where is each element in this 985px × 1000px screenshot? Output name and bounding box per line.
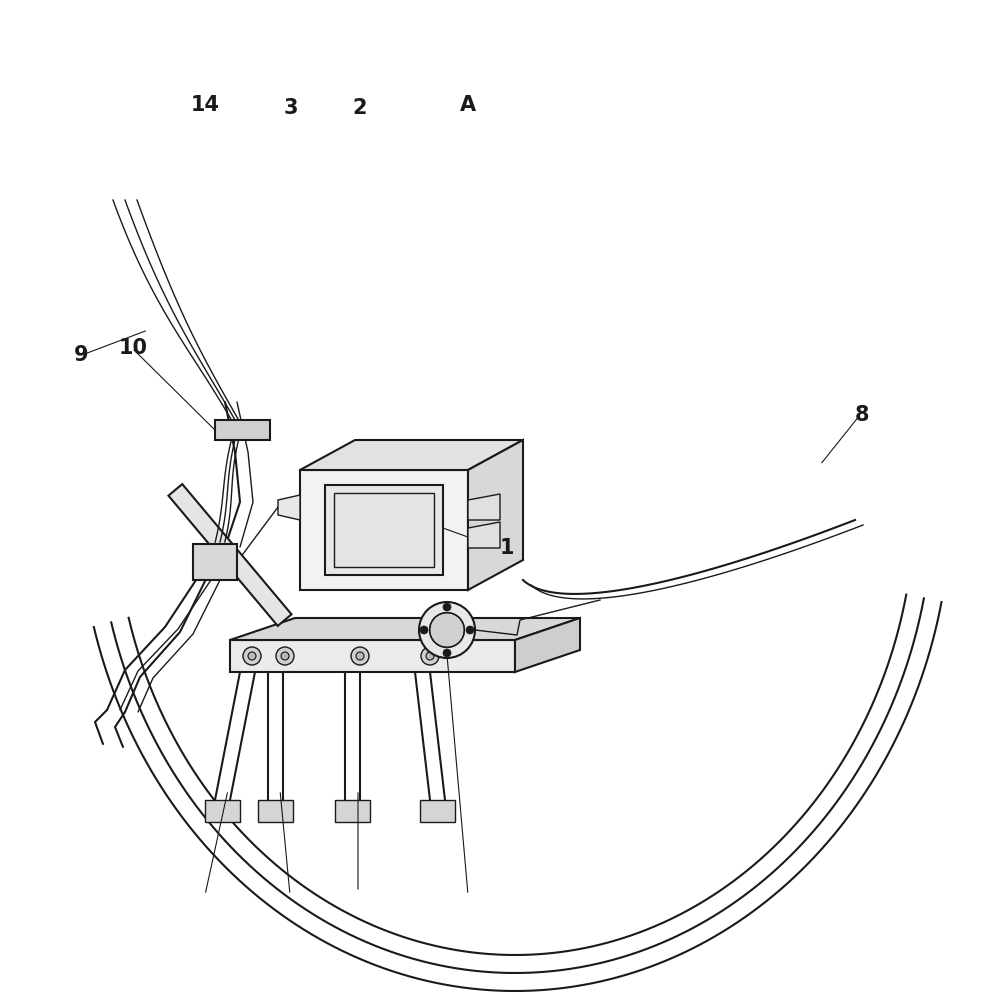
Text: 2: 2 — [353, 98, 366, 118]
Text: 3: 3 — [284, 98, 297, 118]
Polygon shape — [325, 485, 443, 575]
Text: 9: 9 — [74, 345, 88, 365]
Circle shape — [356, 652, 364, 660]
Polygon shape — [230, 618, 580, 640]
Polygon shape — [230, 640, 515, 672]
Circle shape — [421, 647, 439, 665]
Circle shape — [419, 602, 475, 658]
Polygon shape — [515, 618, 580, 672]
Polygon shape — [468, 440, 523, 590]
Polygon shape — [258, 800, 293, 822]
Text: 8: 8 — [855, 405, 869, 425]
Circle shape — [429, 613, 464, 647]
Circle shape — [443, 603, 451, 611]
Circle shape — [420, 626, 428, 634]
Polygon shape — [205, 800, 240, 822]
Circle shape — [243, 647, 261, 665]
Polygon shape — [193, 544, 237, 580]
Circle shape — [276, 647, 294, 665]
Circle shape — [426, 652, 434, 660]
Polygon shape — [335, 800, 370, 822]
Polygon shape — [334, 493, 434, 567]
Text: 14: 14 — [190, 95, 220, 115]
Circle shape — [351, 647, 369, 665]
Circle shape — [281, 652, 289, 660]
Polygon shape — [468, 494, 500, 520]
Polygon shape — [300, 470, 468, 590]
Circle shape — [248, 652, 256, 660]
Polygon shape — [300, 440, 523, 470]
Circle shape — [443, 649, 451, 657]
Polygon shape — [420, 800, 455, 822]
Polygon shape — [215, 420, 270, 440]
Text: 1: 1 — [500, 538, 514, 558]
Polygon shape — [278, 495, 300, 520]
Circle shape — [466, 626, 474, 634]
Text: A: A — [460, 95, 476, 115]
Polygon shape — [168, 484, 292, 626]
Text: 10: 10 — [118, 338, 148, 358]
Polygon shape — [468, 522, 500, 548]
